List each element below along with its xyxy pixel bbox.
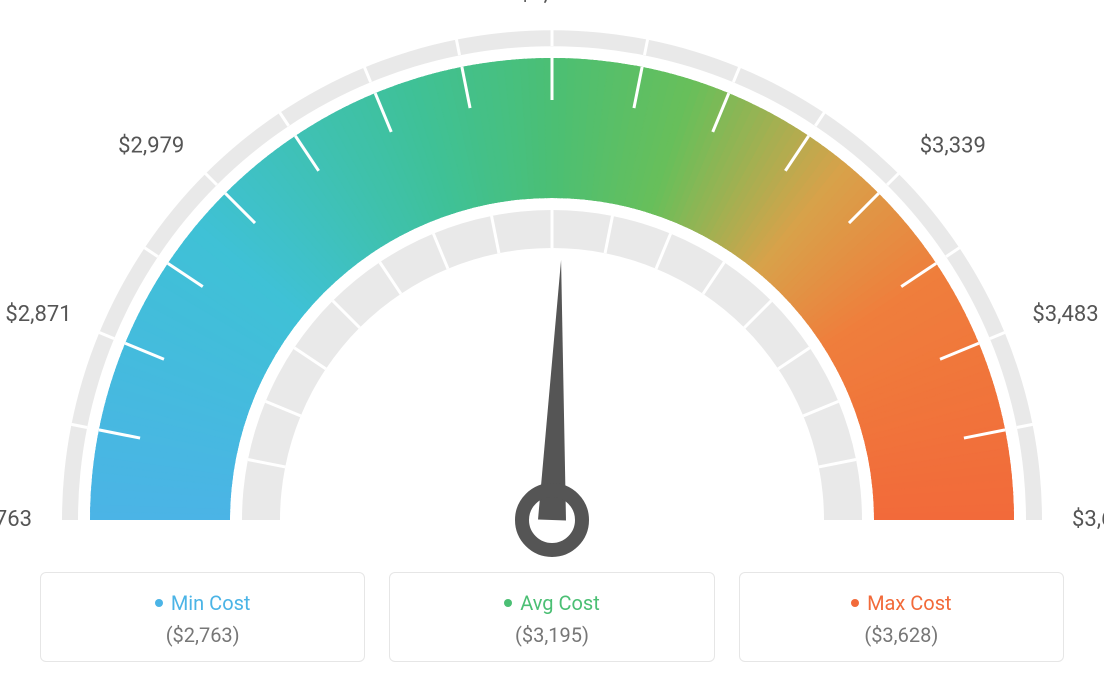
dot-icon bbox=[851, 599, 859, 607]
legend-title-min: Min Cost bbox=[155, 591, 251, 615]
tick-label: $2,979 bbox=[118, 133, 184, 158]
needle bbox=[538, 260, 566, 520]
legend-label: Min Cost bbox=[171, 591, 251, 615]
legend-value: ($3,195) bbox=[400, 623, 703, 647]
legend-title-avg: Avg Cost bbox=[504, 591, 600, 615]
legend-row: Min Cost ($2,763) Avg Cost ($3,195) Max … bbox=[40, 572, 1064, 662]
gauge-chart-container: $2,763 $2,871 $2,979 $3,195 $3,339 $3,483 $3,6… bbox=[0, 0, 1104, 690]
tick-label: $2,871 bbox=[5, 302, 71, 327]
legend-value: ($3,628) bbox=[750, 623, 1053, 647]
dot-icon bbox=[155, 599, 163, 607]
tick-label: $3,195 bbox=[519, 0, 585, 6]
legend-label: Avg Cost bbox=[520, 591, 600, 615]
tick-label: $3,339 bbox=[920, 133, 986, 158]
legend-label: Max Cost bbox=[867, 591, 952, 615]
dot-icon bbox=[504, 599, 512, 607]
legend-card-min: Min Cost ($2,763) bbox=[40, 572, 365, 662]
tick-label: $3,483 bbox=[1032, 302, 1098, 327]
legend-value: ($2,763) bbox=[51, 623, 354, 647]
legend-card-max: Max Cost ($3,628) bbox=[739, 572, 1064, 662]
tick-label: $3,628 bbox=[1072, 507, 1104, 532]
legend-card-avg: Avg Cost ($3,195) bbox=[389, 572, 714, 662]
legend-title-max: Max Cost bbox=[851, 591, 952, 615]
tick-label: $2,763 bbox=[0, 507, 32, 532]
